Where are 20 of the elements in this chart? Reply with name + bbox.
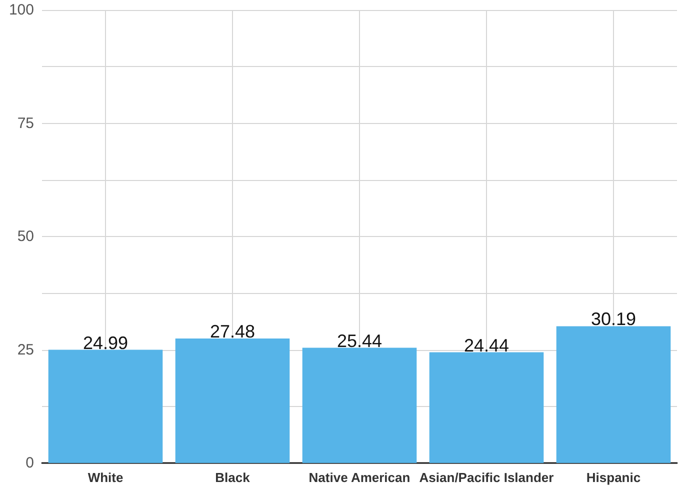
data-label: 25.44 bbox=[336, 330, 382, 351]
y-tick-label: 25 bbox=[17, 341, 34, 358]
y-tick-label: 0 bbox=[26, 454, 34, 472]
y-tick-label: 50 bbox=[17, 228, 34, 245]
bar bbox=[556, 326, 671, 463]
x-tick-label: Native American bbox=[308, 470, 410, 485]
data-label: 27.48 bbox=[210, 322, 256, 342]
bar bbox=[429, 352, 544, 463]
x-tick-label: White bbox=[88, 470, 124, 485]
bar bbox=[175, 338, 290, 463]
x-tick-label: Black bbox=[215, 470, 251, 485]
data-label: 24.99 bbox=[82, 332, 128, 353]
bar bbox=[302, 348, 417, 463]
bar bbox=[48, 350, 163, 463]
x-tick-label: Hispanic bbox=[586, 470, 641, 485]
x-tick-label: Asian/Pacific Islander bbox=[419, 470, 554, 485]
data-label: 24.44 bbox=[464, 335, 510, 356]
data-label: 30.19 bbox=[590, 309, 636, 330]
y-tick-label: 100 bbox=[8, 2, 34, 18]
y-tick-label: 75 bbox=[17, 114, 34, 132]
